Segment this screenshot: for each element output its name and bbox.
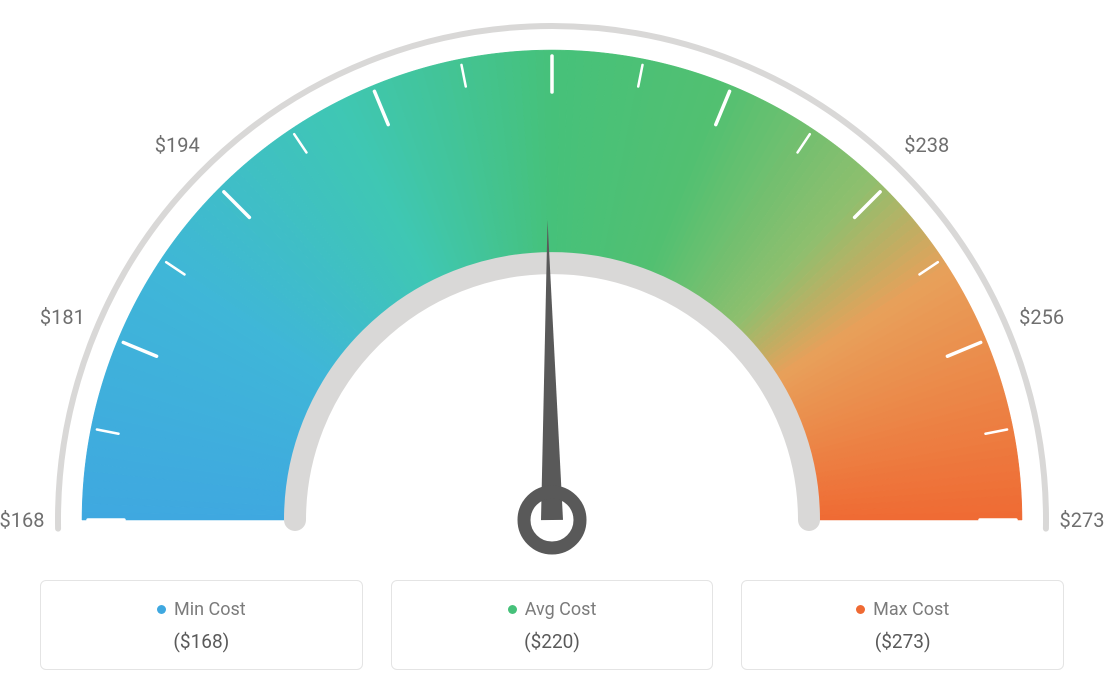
legend-card-max: Max Cost ($273)	[741, 580, 1064, 670]
legend-title-max: Max Cost	[873, 599, 949, 620]
gauge-tick-label: $168	[0, 508, 44, 532]
legend-dot-min	[157, 605, 166, 614]
gauge-tick-label: $256	[1019, 305, 1064, 329]
legend-dot-avg	[508, 605, 517, 614]
legend-row: Min Cost ($168) Avg Cost ($220) Max Cost…	[40, 580, 1064, 670]
legend-value-max: ($273)	[754, 630, 1051, 653]
legend-title-min: Min Cost	[174, 599, 246, 620]
gauge-tick-label: $220	[530, 0, 575, 2]
legend-value-min: ($168)	[53, 630, 350, 653]
gauge-tick-label: $238	[904, 133, 949, 157]
legend-dot-max	[856, 605, 865, 614]
gauge-tick-label: $273	[1060, 508, 1104, 532]
legend-title-avg: Avg Cost	[525, 599, 597, 620]
gauge-tick-label: $181	[40, 305, 85, 329]
legend-card-min: Min Cost ($168)	[40, 580, 363, 670]
gauge-tick-label: $194	[155, 133, 200, 157]
gauge-chart: $168 $181 $194 $220 $238 $256 $273	[0, 0, 1104, 560]
legend-card-avg: Avg Cost ($220)	[391, 580, 714, 670]
legend-value-avg: ($220)	[404, 630, 701, 653]
